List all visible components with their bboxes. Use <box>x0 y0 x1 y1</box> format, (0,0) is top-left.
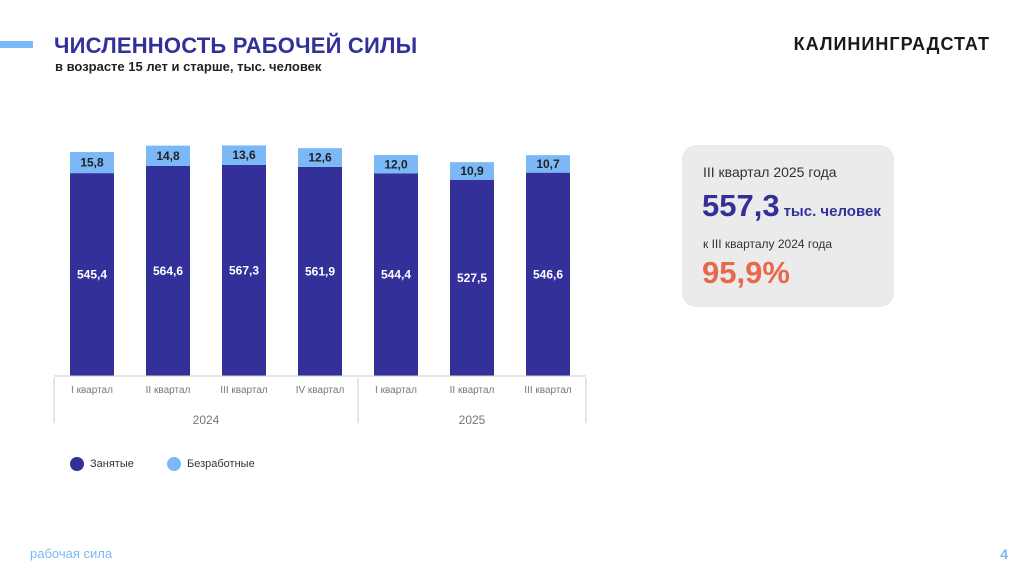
legend-item-unemployed: Безработные <box>167 457 255 471</box>
bar-unemployed <box>222 145 266 165</box>
data-label-unemployed: 13,6 <box>232 148 256 162</box>
footer-section: рабочая сила <box>30 546 113 561</box>
data-label-employed: 544,4 <box>381 268 411 282</box>
data-label-employed: 527,5 <box>457 271 487 285</box>
brand-logo: КАЛИНИНГРАДСТАТ <box>793 34 990 54</box>
legend-label: Занятые <box>90 458 134 470</box>
bar-unemployed <box>298 148 342 167</box>
card-unit: тыс. человек <box>783 203 881 220</box>
bar-employed <box>70 173 114 376</box>
data-label-unemployed: 10,9 <box>460 164 484 178</box>
page-title: ЧИСЛЕННОСТЬ РАБОЧЕЙ СИЛЫ <box>54 33 418 58</box>
category-label: II квартал <box>146 385 191 396</box>
accent-bar <box>0 41 33 48</box>
data-label-employed: 564,6 <box>153 264 183 278</box>
bar-employed <box>298 166 342 376</box>
card-period: III квартал 2025 года <box>703 164 837 180</box>
category-label: III квартал <box>220 385 268 396</box>
legend-swatch <box>70 457 84 471</box>
card-comparison-label: к III кварталу 2024 года <box>703 237 833 251</box>
bar-employed <box>146 165 190 376</box>
card-value: 557,3 тыс. человек <box>702 188 881 224</box>
summary-card: III квартал 2025 года 557,3 тыс. человек … <box>682 145 894 307</box>
group-label: 2024 <box>193 413 220 427</box>
data-label-employed: 546,6 <box>533 267 563 281</box>
category-label: I квартал <box>375 385 417 396</box>
legend-label: Безработные <box>187 458 255 470</box>
bar-employed <box>526 172 570 376</box>
category-label: III квартал <box>524 385 572 396</box>
data-label-unemployed: 14,8 <box>156 149 180 163</box>
bar-unemployed <box>450 162 494 180</box>
card-value-number: 557,3 <box>702 188 780 223</box>
bar-unemployed <box>526 155 570 173</box>
page-number: 4 <box>1000 546 1008 562</box>
data-label-unemployed: 15,8 <box>80 156 104 170</box>
bar-unemployed <box>70 152 114 174</box>
category-label: I квартал <box>71 385 113 396</box>
bar-employed <box>450 179 494 376</box>
legend-swatch <box>167 457 181 471</box>
bar-employed <box>222 164 266 376</box>
bar-employed <box>374 173 418 376</box>
bar-unemployed <box>374 155 418 174</box>
bar-unemployed <box>146 145 190 166</box>
data-label-employed: 561,9 <box>305 264 335 278</box>
card-percent: 95,9% <box>702 255 790 290</box>
data-label-unemployed: 12,0 <box>384 157 408 171</box>
page-subtitle: в возрасте 15 лет и старше, тыс. человек <box>55 59 322 74</box>
data-label-employed: 567,3 <box>229 263 259 277</box>
data-label-unemployed: 10,7 <box>536 157 560 171</box>
category-label: IV квартал <box>296 385 345 396</box>
legend-item-employed: Занятые <box>70 457 134 471</box>
data-label-unemployed: 12,6 <box>308 151 332 165</box>
data-label-employed: 545,4 <box>77 268 107 282</box>
group-label: 2025 <box>459 413 486 427</box>
category-label: II квартал <box>450 385 495 396</box>
